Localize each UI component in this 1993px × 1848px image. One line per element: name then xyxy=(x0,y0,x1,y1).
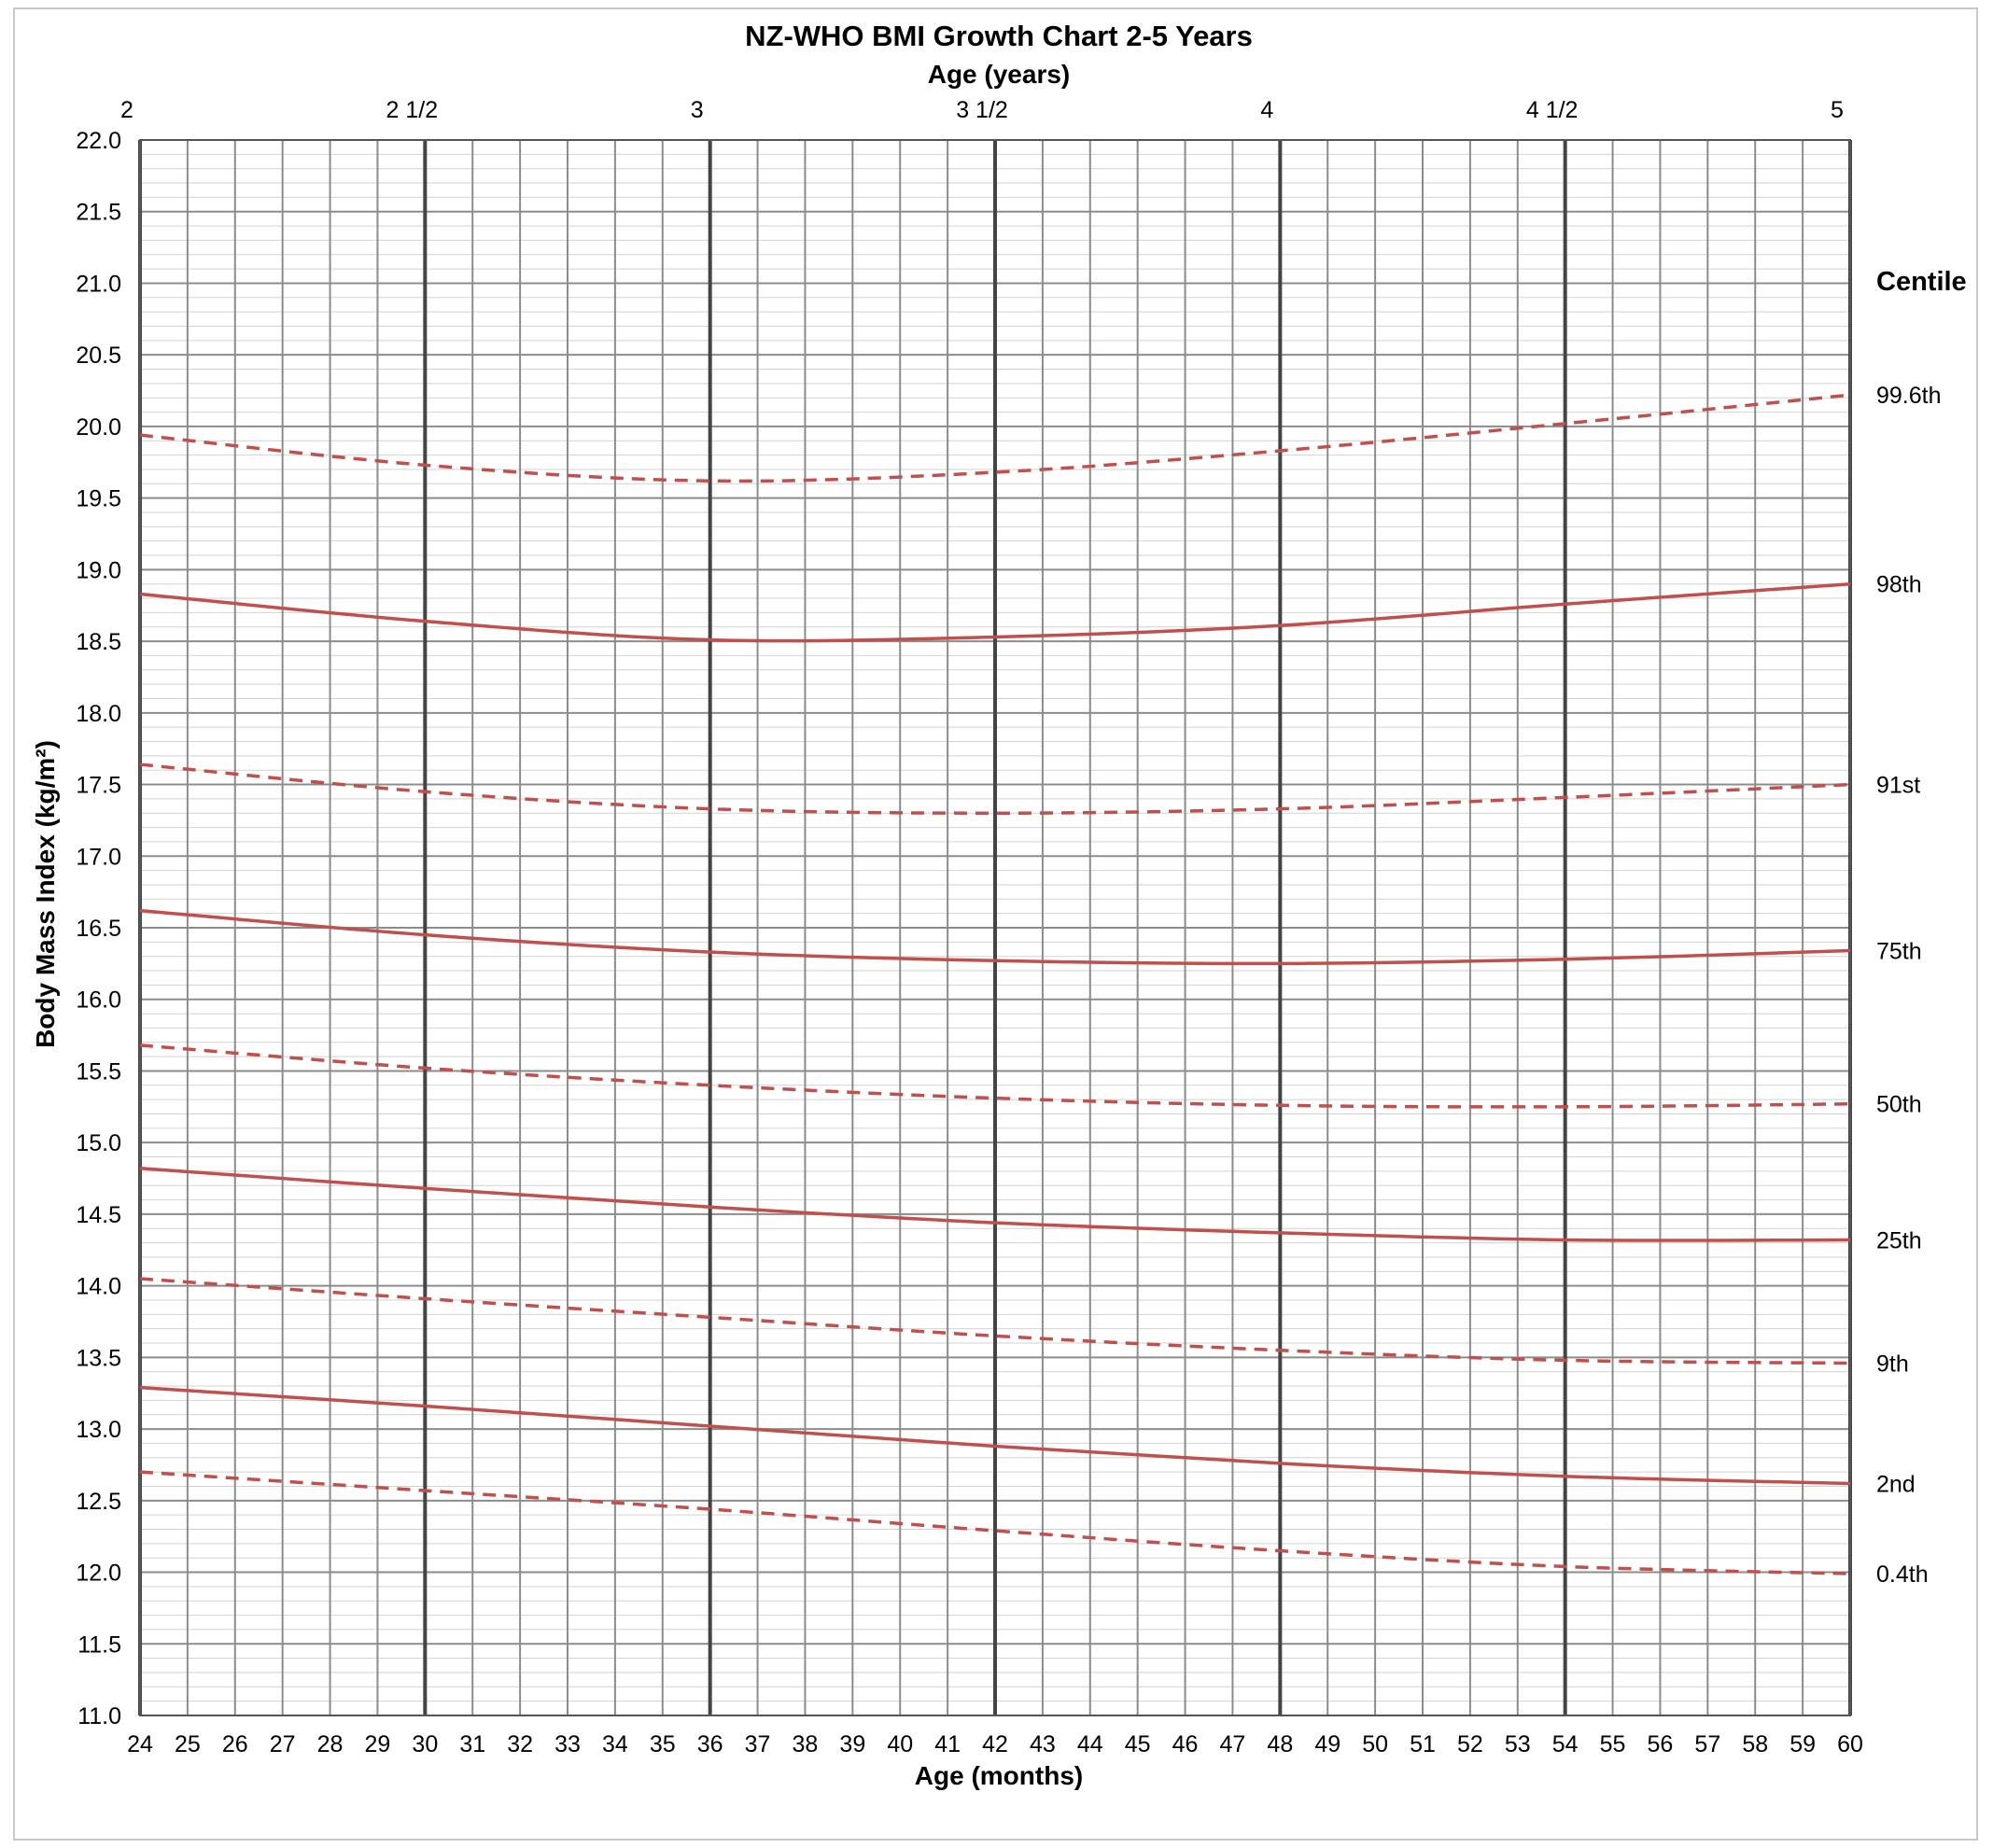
y-tick-label: 17.5 xyxy=(76,773,121,799)
x-tick-label: 27 xyxy=(270,1731,296,1757)
x-tick-label: 44 xyxy=(1077,1731,1103,1757)
centile-line-25th xyxy=(139,1167,1851,1242)
y-tick-label: 21.0 xyxy=(76,271,121,297)
y-tick-label: 15.5 xyxy=(76,1058,121,1085)
x-tick-label: 52 xyxy=(1457,1731,1483,1757)
top-tick-label: 4 1/2 xyxy=(1526,97,1579,123)
y-tick-label: 11.5 xyxy=(77,1631,121,1658)
centile-label: 75th xyxy=(1876,939,1922,965)
y-tick-label: 13.0 xyxy=(76,1417,121,1443)
top-tick-label: 3 xyxy=(691,97,704,123)
x-tick-label: 31 xyxy=(459,1731,485,1757)
x-tick-label: 59 xyxy=(1789,1731,1816,1757)
x-tick-label: 37 xyxy=(745,1731,771,1757)
centile-legend-title: Centile xyxy=(1876,267,1967,297)
centile-line-91st xyxy=(139,763,1851,815)
centile-label: 50th xyxy=(1876,1092,1922,1118)
x-tick-label: 47 xyxy=(1220,1731,1246,1757)
x-tick-label: 33 xyxy=(554,1731,581,1757)
x-tick-label: 40 xyxy=(887,1731,913,1757)
x-tick-label: 28 xyxy=(317,1731,344,1757)
x-tick-label: 50 xyxy=(1362,1731,1388,1757)
x-tick-label: 38 xyxy=(793,1731,819,1757)
x-tick-label: 54 xyxy=(1552,1731,1579,1757)
y-tick-label: 12.0 xyxy=(76,1561,121,1587)
x-tick-label: 35 xyxy=(650,1731,676,1757)
centile-label: 9th xyxy=(1876,1351,1909,1378)
x-tick-label: 55 xyxy=(1600,1731,1626,1757)
y-axis-title: Body Mass Index (kg/m²) xyxy=(31,740,60,1048)
y-tick-label: 18.0 xyxy=(76,701,121,727)
y-tick-label: 17.0 xyxy=(76,844,121,870)
x-tick-label: 32 xyxy=(507,1731,533,1757)
y-tick-label: 14.5 xyxy=(76,1202,121,1228)
y-tick-label: 11.0 xyxy=(77,1703,121,1729)
x-tick-label: 43 xyxy=(1030,1731,1056,1757)
x-tick-label: 46 xyxy=(1172,1731,1199,1757)
centile-label: 2nd xyxy=(1876,1471,1916,1497)
x-tick-label: 24 xyxy=(127,1731,153,1757)
x-tick-label: 53 xyxy=(1505,1731,1531,1757)
bottom-axis-title: Age (months) xyxy=(915,1761,1083,1790)
y-tick-label: 15.0 xyxy=(76,1130,121,1156)
centile-label: 98th xyxy=(1876,572,1922,598)
plot-border xyxy=(139,139,1851,1716)
x-tick-label: 60 xyxy=(1837,1731,1863,1757)
x-tick-label: 45 xyxy=(1125,1731,1151,1757)
top-tick-label: 2 xyxy=(120,97,133,123)
centile-line-98th xyxy=(139,581,1851,643)
y-tick-label: 16.5 xyxy=(76,916,121,942)
y-tick-label: 13.5 xyxy=(76,1345,121,1371)
y-tick-label: 19.5 xyxy=(76,486,121,512)
x-tick-label: 58 xyxy=(1742,1731,1768,1757)
centile-label: 91st xyxy=(1876,773,1920,799)
x-tick-label: 36 xyxy=(697,1731,723,1757)
chart-title: NZ-WHO BMI Growth Chart 2-5 Years xyxy=(745,20,1253,52)
plot-grid xyxy=(138,139,1852,1716)
centile-label: 99.6th xyxy=(1876,383,1942,409)
y-tick-label: 16.0 xyxy=(76,987,121,1014)
x-tick-label: 25 xyxy=(175,1731,201,1757)
top-axis-title: Age (years) xyxy=(928,60,1071,89)
y-tick-label: 20.0 xyxy=(76,414,121,441)
x-tick-label: 30 xyxy=(412,1731,438,1757)
y-tick-label: 20.5 xyxy=(76,343,121,369)
x-tick-label: 57 xyxy=(1694,1731,1720,1757)
top-tick-label: 2 1/2 xyxy=(386,97,439,123)
y-tick-label: 22.0 xyxy=(76,128,121,154)
y-tick-label: 12.5 xyxy=(76,1489,121,1515)
x-tick-label: 26 xyxy=(222,1731,248,1757)
x-tick-label: 34 xyxy=(602,1731,628,1757)
centile-line-9th xyxy=(139,1277,1851,1365)
x-tick-label: 56 xyxy=(1648,1731,1674,1757)
centile-lines xyxy=(139,393,1851,1575)
x-tick-label: 51 xyxy=(1410,1731,1436,1757)
y-tick-label: 19.0 xyxy=(76,557,121,583)
centile-line-99-6th xyxy=(139,393,1851,483)
x-tick-label: 41 xyxy=(934,1731,961,1757)
y-tick-label: 18.5 xyxy=(76,629,121,655)
centile-line-50th xyxy=(139,1043,1851,1109)
y-tick-label: 21.5 xyxy=(76,200,121,226)
top-tick-label: 3 1/2 xyxy=(956,97,1008,123)
y-tick-label: 14.0 xyxy=(76,1274,121,1300)
centile-label: 25th xyxy=(1876,1228,1922,1254)
centile-line-2nd xyxy=(139,1385,1851,1486)
x-tick-label: 49 xyxy=(1314,1731,1340,1757)
centile-line-0-4th xyxy=(139,1470,1851,1575)
centile-label: 0.4th xyxy=(1876,1561,1929,1588)
x-tick-label: 39 xyxy=(839,1731,865,1757)
centile-line-75th xyxy=(139,908,1851,966)
top-tick-label: 4 xyxy=(1260,97,1273,123)
axis-labels: 11.0 11.5 12.0 12.5 13.0 13.5 14.0 14.5 15.0 15.5… xyxy=(76,97,1941,1757)
chart-frame xyxy=(13,7,1978,1841)
x-tick-label: 42 xyxy=(982,1731,1008,1757)
x-tick-label: 29 xyxy=(365,1731,391,1757)
top-tick-label: 5 xyxy=(1831,97,1844,123)
x-tick-label: 48 xyxy=(1267,1731,1293,1757)
